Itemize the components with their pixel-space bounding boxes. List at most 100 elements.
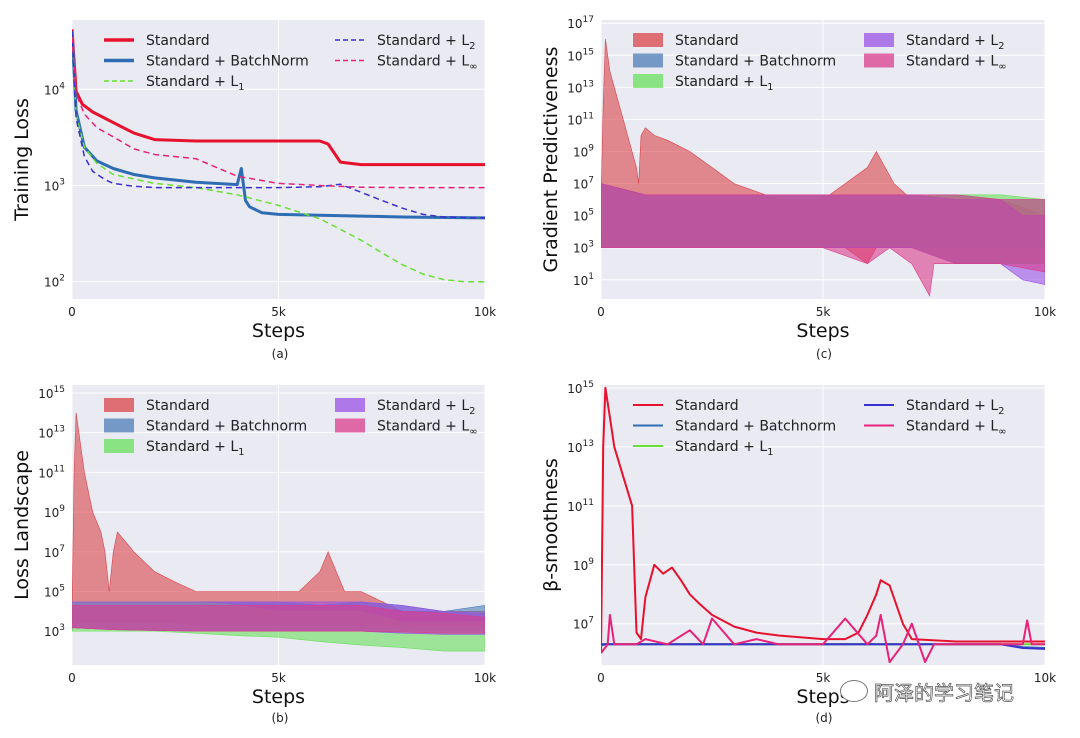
x-tick-label: 5k — [271, 671, 286, 685]
legend-item: Standard + L2 — [864, 33, 1005, 52]
series-line — [72, 31, 485, 220]
legend-label: Standard + L1 — [675, 439, 774, 458]
legend-label: Standard + L∞ — [906, 54, 1006, 73]
y-tick-label: 103 — [44, 177, 65, 193]
legend-label: Standard — [675, 33, 739, 49]
legend-swatch — [633, 53, 663, 68]
y-tick-label: 1011 — [567, 111, 594, 127]
y-axis-label: β-smoothness — [540, 458, 562, 592]
series-group — [72, 412, 485, 652]
chart-panel-c: 0 5k 10k 101 103 105 107 109 1011 1013 1015 1017 Ste… — [540, 15, 1056, 361]
legend-item: Standard + L2 — [335, 33, 476, 52]
legend-label: Standard + L2 — [377, 33, 476, 52]
legend-swatch — [104, 418, 134, 433]
caption: (a) — [272, 347, 289, 361]
legend: Standard Standard + Batchnorm Standard + L… — [104, 398, 477, 458]
wechat-icon — [840, 680, 868, 702]
x-tick-label: 0 — [68, 671, 76, 685]
y-tick-label: 1013 — [38, 425, 65, 441]
series-group — [601, 386, 1045, 664]
area-band — [72, 605, 485, 634]
x-tick-label: 10k — [474, 305, 496, 319]
series-group — [601, 39, 1045, 297]
legend-label: Standard — [675, 398, 739, 414]
y-tick-label: 1015 — [567, 380, 594, 396]
legend-item: Standard + L∞ — [335, 54, 477, 73]
legend-label: Standard + L2 — [906, 33, 1005, 52]
y-tick-label: 103 — [573, 240, 594, 256]
legend-label: Standard + Batchnorm — [675, 419, 836, 435]
legend-item: Standard + L1 — [633, 74, 774, 93]
y-tick-label: 109 — [573, 143, 594, 159]
legend-label: Standard + L2 — [377, 398, 476, 417]
watermark: 阿泽的学习笔记 — [840, 676, 1070, 706]
series-line — [601, 613, 1045, 664]
legend-label: Standard + BatchNorm — [146, 54, 309, 70]
legend-item: Standard + L1 — [104, 439, 245, 458]
y-axis-label: Gradient Predictiveness — [540, 47, 562, 273]
legend: Standard Standard + BatchNorm Standard + L… — [104, 33, 477, 93]
caption: (b) — [272, 711, 289, 725]
x-axis-label: Steps — [252, 686, 305, 708]
legend-item: Standard + L2 — [335, 398, 476, 417]
y-tick-label: 109 — [44, 504, 65, 520]
legend: Standard Standard + Batchnorm Standard + L… — [633, 33, 1006, 93]
caption: (d) — [816, 711, 833, 725]
y-tick-label: 101 — [573, 272, 594, 288]
x-axis-label: Steps — [252, 320, 305, 342]
y-tick-label: 102 — [44, 274, 65, 290]
legend-swatch — [335, 398, 365, 412]
x-tick-label: 10k — [1034, 671, 1056, 685]
legend-swatch — [335, 418, 365, 433]
legend-label: Standard + L1 — [146, 439, 245, 458]
x-tick-label: 5k — [816, 671, 831, 685]
legend-swatch — [104, 398, 134, 412]
series-line — [601, 386, 1045, 654]
legend-item: Standard + BatchNorm — [104, 54, 309, 70]
y-tick-label: 109 — [573, 557, 594, 573]
legend-swatch — [864, 33, 894, 47]
y-axis-label: Loss Landscape — [11, 450, 33, 600]
chart-panel-a: 0 5k 10k 102 103 104 Steps Training Loss (a) Stan… — [11, 20, 496, 361]
legend-label: Standard + L∞ — [377, 419, 477, 438]
y-tick-label: 107 — [573, 616, 594, 632]
legend-item: Standard + L1 — [104, 74, 245, 93]
legend: Standard Standard + Batchnorm Standard + L… — [633, 398, 1006, 458]
x-tick-label: 0 — [597, 671, 605, 685]
legend-item: Standard — [633, 398, 739, 414]
series-line — [72, 33, 485, 283]
chart-panel-b: 0 5k 10k 103 105 107 109 1011 1013 1015 Steps Loss … — [11, 385, 496, 725]
y-tick-label: 105 — [573, 208, 594, 224]
legend-label: Standard + L2 — [906, 398, 1005, 417]
y-tick-label: 103 — [44, 623, 65, 639]
series-group — [72, 29, 485, 283]
legend-swatch — [104, 439, 134, 453]
legend-label: Standard + L∞ — [906, 419, 1006, 438]
chart-panel-d: 0 5k 10k 107 109 1011 1013 1015 Steps β-smoothnes… — [540, 380, 1056, 725]
watermark-text: 阿泽的学习笔记 — [874, 680, 1015, 705]
y-tick-label: 107 — [573, 176, 594, 192]
legend-swatch — [633, 74, 663, 88]
legend-label: Standard + L1 — [675, 74, 774, 93]
legend-label: Standard — [146, 398, 210, 414]
series-line — [72, 36, 485, 189]
x-axis-label: Steps — [796, 320, 849, 342]
y-axis-label: Training Loss — [11, 98, 33, 222]
series-line — [72, 29, 485, 167]
x-axis-label: Steps — [796, 686, 849, 708]
legend-label: Standard — [146, 33, 210, 49]
legend-item: Standard — [104, 398, 210, 414]
y-tick-label: 1015 — [567, 47, 594, 63]
y-tick-label: 1017 — [567, 15, 594, 31]
x-tick-label: 10k — [474, 671, 496, 685]
legend-item: Standard + L∞ — [335, 418, 477, 438]
legend-item: Standard + Batchnorm — [104, 418, 307, 435]
series-line — [72, 31, 485, 219]
y-tick-label: 1011 — [567, 498, 594, 514]
y-tick-label: 1013 — [567, 79, 594, 95]
legend-swatch — [864, 53, 894, 68]
caption: (c) — [816, 347, 832, 361]
legend-swatch — [633, 33, 663, 47]
x-tick-label: 5k — [816, 305, 831, 319]
